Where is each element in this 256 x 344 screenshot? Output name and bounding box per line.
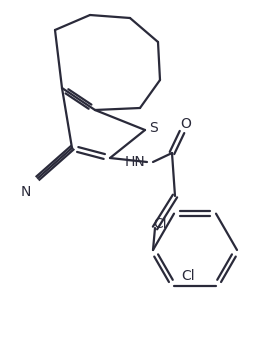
Text: N: N: [21, 185, 31, 199]
Text: O: O: [180, 117, 191, 131]
Text: Cl: Cl: [153, 217, 167, 230]
Text: S: S: [149, 121, 157, 135]
Text: Cl: Cl: [181, 269, 195, 283]
Text: HN: HN: [125, 155, 145, 169]
